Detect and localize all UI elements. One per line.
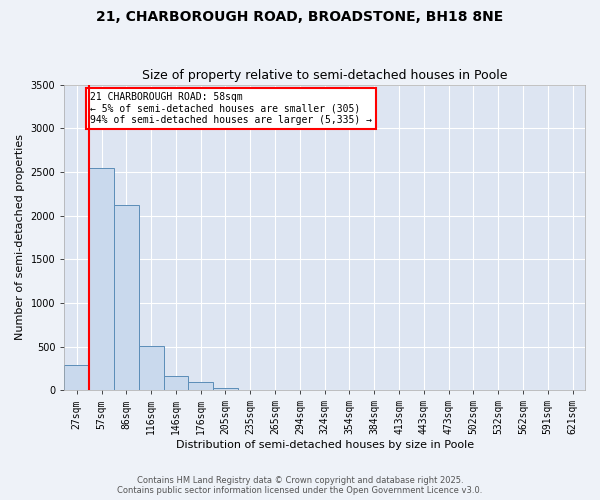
Bar — [213, 388, 238, 390]
Y-axis label: Number of semi-detached properties: Number of semi-detached properties — [15, 134, 25, 340]
Bar — [139, 346, 164, 390]
Bar — [64, 365, 89, 390]
X-axis label: Distribution of semi-detached houses by size in Poole: Distribution of semi-detached houses by … — [176, 440, 474, 450]
Bar — [164, 376, 188, 390]
Bar — [114, 205, 139, 390]
Text: 21 CHARBOROUGH ROAD: 58sqm
← 5% of semi-detached houses are smaller (305)
94% of: 21 CHARBOROUGH ROAD: 58sqm ← 5% of semi-… — [91, 92, 373, 124]
Text: Contains HM Land Registry data © Crown copyright and database right 2025.
Contai: Contains HM Land Registry data © Crown c… — [118, 476, 482, 495]
Bar — [188, 382, 213, 390]
Bar — [89, 168, 114, 390]
Title: Size of property relative to semi-detached houses in Poole: Size of property relative to semi-detach… — [142, 69, 508, 82]
Text: 21, CHARBOROUGH ROAD, BROADSTONE, BH18 8NE: 21, CHARBOROUGH ROAD, BROADSTONE, BH18 8… — [97, 10, 503, 24]
